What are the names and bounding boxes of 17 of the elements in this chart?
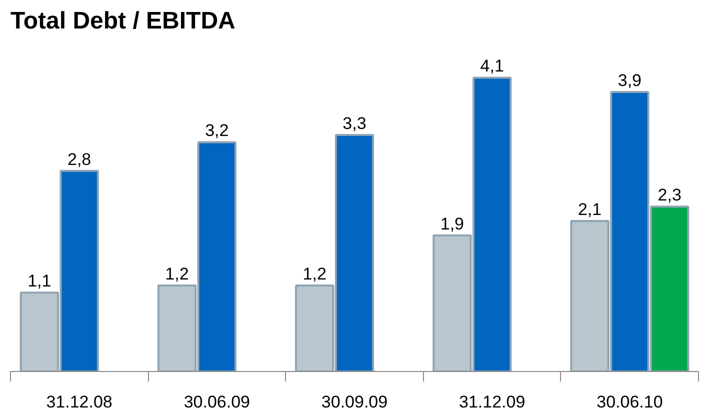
data-label: 3,2: [205, 121, 229, 140]
data-label: 1,9: [440, 214, 464, 234]
data-label: 1,2: [165, 264, 189, 284]
data-label: 2,3: [658, 186, 682, 205]
x-tick-label: 30.09.09: [321, 392, 388, 410]
x-tick-label: 30.06.10: [596, 392, 663, 410]
data-label: 3,9: [618, 71, 642, 90]
data-label: 2,1: [578, 200, 602, 220]
data-label: 1,2: [302, 264, 326, 284]
x-tick-label: 31.12.08: [46, 392, 112, 410]
data-label: 3,3: [342, 114, 366, 134]
x-tick-label: 30.06.09: [184, 392, 250, 410]
data-label: 4,1: [480, 56, 504, 76]
x-tick-label: 31.12.09: [459, 392, 526, 410]
data-label: 2,8: [67, 150, 92, 169]
chart-title: Total Debt / EBITDA: [10, 8, 236, 34]
data-label: 1,1: [28, 272, 52, 291]
